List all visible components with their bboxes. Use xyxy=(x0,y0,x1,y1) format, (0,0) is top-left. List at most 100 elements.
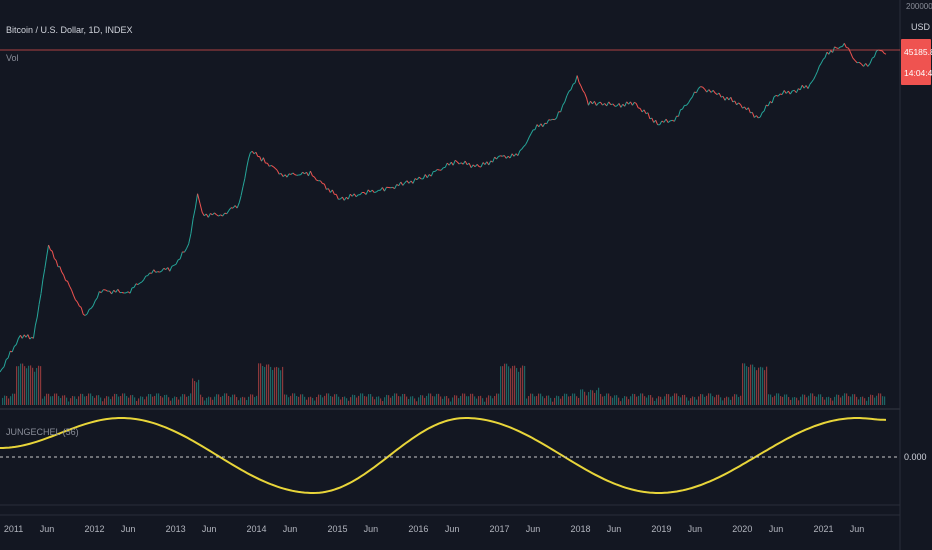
volume-bar xyxy=(576,396,578,405)
volume-bar xyxy=(718,394,720,405)
price-segment xyxy=(634,101,637,104)
volume-bar xyxy=(310,396,312,405)
volume-bar xyxy=(34,371,36,405)
price-segment xyxy=(163,267,167,271)
time-axis-label: Jun xyxy=(850,524,865,534)
volume-bar xyxy=(348,400,350,405)
price-segment xyxy=(580,85,584,91)
volume-bar xyxy=(168,397,170,405)
price-segment xyxy=(175,259,179,265)
volume-bar xyxy=(646,397,648,405)
volume-bar xyxy=(470,393,472,405)
price-segment xyxy=(17,335,21,339)
volume-bar xyxy=(870,394,872,405)
price-segment xyxy=(274,168,278,171)
price-segment xyxy=(240,186,244,196)
volume-bar xyxy=(858,399,860,405)
price-segment xyxy=(27,334,31,340)
price-segment xyxy=(3,359,7,367)
volume-bar xyxy=(144,399,146,405)
price-segment xyxy=(722,96,726,101)
volume-bar xyxy=(602,396,604,405)
price-segment xyxy=(828,50,832,55)
price-segment xyxy=(787,90,791,95)
price-scale-currency: USD xyxy=(911,22,931,32)
volume-bar xyxy=(238,400,240,405)
price-segment xyxy=(1,366,5,370)
time-axis[interactable]: 2011 Jun 2012 Jun 2013 Jun 2014 Jun 2015 Jun 2016 J… xyxy=(4,524,864,534)
price-segment xyxy=(519,148,523,152)
volume-bar xyxy=(454,395,456,405)
volume-bar xyxy=(116,394,118,405)
volume-bar xyxy=(502,366,504,405)
price-segment xyxy=(226,210,230,215)
volume-bar xyxy=(430,393,432,405)
volume-bar xyxy=(392,395,394,405)
volume-bar xyxy=(194,380,196,405)
volume-bar xyxy=(698,396,700,405)
volume-bar xyxy=(836,394,838,405)
price-segment xyxy=(72,294,76,300)
price-segment xyxy=(618,103,622,108)
volume-bar xyxy=(220,396,222,405)
volume-bar xyxy=(702,394,704,405)
volume-bar xyxy=(666,393,668,405)
price-segment xyxy=(326,188,329,190)
last-price-badge[interactable] xyxy=(901,39,931,85)
price-segment xyxy=(584,92,588,99)
price-segment xyxy=(647,112,651,119)
volume-bar xyxy=(642,393,644,405)
volume-bar xyxy=(302,394,304,405)
price-segment xyxy=(351,193,355,197)
volume-bar xyxy=(170,400,172,405)
price-segment xyxy=(294,174,297,176)
volume-bar xyxy=(216,394,218,405)
volume-bar xyxy=(222,395,224,405)
time-axis-label: 2015 xyxy=(327,524,347,534)
price-segment xyxy=(327,188,331,193)
price-segment xyxy=(375,189,379,193)
price-segment xyxy=(724,96,728,101)
volume-bar xyxy=(598,387,600,405)
price-segment xyxy=(502,155,505,157)
volume-bar xyxy=(734,394,736,405)
price-segment xyxy=(755,115,759,119)
volume-bar xyxy=(204,400,206,405)
price-segment xyxy=(883,52,887,55)
volume-bar xyxy=(556,395,558,405)
volume-bar xyxy=(208,396,210,405)
volume-bar xyxy=(588,392,590,405)
price-segment xyxy=(86,309,90,315)
volume-bar xyxy=(14,393,16,405)
volume-bar xyxy=(332,396,334,405)
price-segment xyxy=(99,291,102,294)
price-segment xyxy=(562,101,566,106)
volume-bar xyxy=(92,396,94,405)
volume-bar xyxy=(258,363,260,405)
volume-bar xyxy=(120,395,122,405)
price-segment xyxy=(302,171,305,175)
volume-bar xyxy=(518,371,520,405)
volume-bar xyxy=(228,395,230,405)
volume-bar xyxy=(452,397,454,405)
time-axis-label: Jun xyxy=(526,524,541,534)
volume-bar xyxy=(288,397,290,405)
indicator-title[interactable]: JUNGECHEL (56) xyxy=(6,427,79,437)
volume-bar xyxy=(22,363,24,405)
volume-bar xyxy=(206,397,208,405)
volume-bar xyxy=(850,396,852,405)
volume-bar xyxy=(214,396,216,405)
volume-bar xyxy=(62,395,64,405)
volume-bar xyxy=(74,396,76,405)
volume-bar xyxy=(308,397,310,405)
volume-bar xyxy=(620,401,622,405)
volume-bar xyxy=(486,397,488,405)
price-segment xyxy=(236,202,240,209)
symbol-title[interactable]: Bitcoin / U.S. Dollar, 1D, INDEX xyxy=(6,25,133,35)
price-segment xyxy=(92,300,96,306)
price-segment xyxy=(371,189,375,193)
volume-bar xyxy=(134,397,136,405)
price-segment xyxy=(492,156,496,163)
volume-label[interactable]: Vol xyxy=(6,53,19,63)
